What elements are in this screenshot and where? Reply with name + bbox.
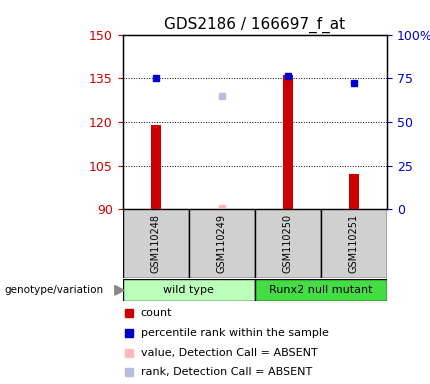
Text: rank, Detection Call = ABSENT: rank, Detection Call = ABSENT — [141, 367, 312, 377]
Text: percentile rank within the sample: percentile rank within the sample — [141, 328, 329, 338]
Polygon shape — [115, 285, 124, 295]
Bar — [283, 75, 293, 209]
Title: GDS2186 / 166697_f_at: GDS2186 / 166697_f_at — [164, 17, 345, 33]
Text: Runx2 null mutant: Runx2 null mutant — [269, 285, 373, 295]
Text: GSM110251: GSM110251 — [349, 214, 359, 273]
Text: wild type: wild type — [163, 285, 214, 295]
Text: GSM110248: GSM110248 — [150, 214, 161, 273]
Bar — [123, 279, 255, 301]
Text: genotype/variation: genotype/variation — [4, 285, 104, 295]
Bar — [123, 209, 189, 278]
Bar — [255, 279, 387, 301]
Text: count: count — [141, 308, 172, 318]
Bar — [189, 209, 255, 278]
Bar — [255, 209, 321, 278]
Bar — [150, 125, 160, 209]
Bar — [349, 174, 359, 209]
Text: GSM110250: GSM110250 — [283, 214, 293, 273]
Text: value, Detection Call = ABSENT: value, Detection Call = ABSENT — [141, 348, 317, 358]
Text: GSM110249: GSM110249 — [217, 214, 227, 273]
Bar — [321, 209, 387, 278]
